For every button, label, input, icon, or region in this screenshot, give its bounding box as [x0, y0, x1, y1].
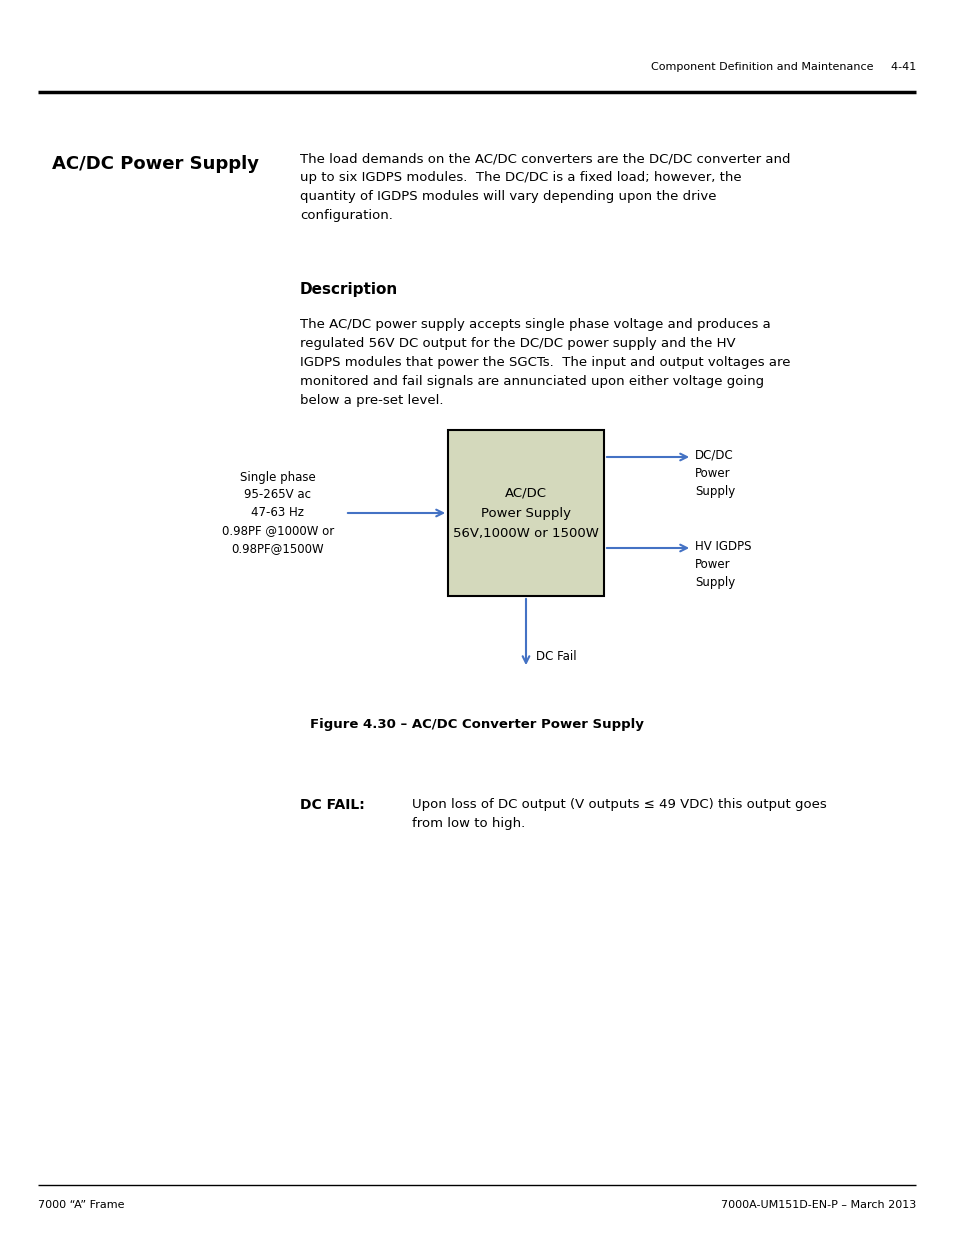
Text: Component Definition and Maintenance     4-41: Component Definition and Maintenance 4-4… — [650, 62, 915, 72]
Text: AC/DC Power Supply: AC/DC Power Supply — [52, 156, 258, 173]
Text: Upon loss of DC output (V outputs ≤ 49 VDC) this output goes
from low to high.: Upon loss of DC output (V outputs ≤ 49 V… — [412, 798, 826, 830]
Text: The AC/DC power supply accepts single phase voltage and produces a
regulated 56V: The AC/DC power supply accepts single ph… — [299, 317, 790, 408]
Text: The load demands on the AC/DC converters are the DC/DC converter and
up to six I: The load demands on the AC/DC converters… — [299, 152, 790, 222]
Text: DC FAIL:: DC FAIL: — [299, 798, 364, 811]
Bar — [448, 430, 603, 597]
Text: Single phase
95-265V ac
47-63 Hz
0.98PF @1000W or
0.98PF@1500W: Single phase 95-265V ac 47-63 Hz 0.98PF … — [222, 471, 334, 556]
Text: 7000A-UM151D-EN-P – March 2013: 7000A-UM151D-EN-P – March 2013 — [720, 1200, 915, 1210]
Text: DC Fail: DC Fail — [536, 650, 576, 663]
Text: Description: Description — [299, 282, 397, 296]
Text: 7000 “A” Frame: 7000 “A” Frame — [38, 1200, 125, 1210]
Text: AC/DC
Power Supply
56V,1000W or 1500W: AC/DC Power Supply 56V,1000W or 1500W — [453, 487, 598, 540]
Text: HV IGDPS
Power
Supply: HV IGDPS Power Supply — [695, 540, 751, 589]
Text: Figure 4.30 – AC/DC Converter Power Supply: Figure 4.30 – AC/DC Converter Power Supp… — [310, 718, 643, 731]
Text: DC/DC
Power
Supply: DC/DC Power Supply — [695, 450, 735, 498]
